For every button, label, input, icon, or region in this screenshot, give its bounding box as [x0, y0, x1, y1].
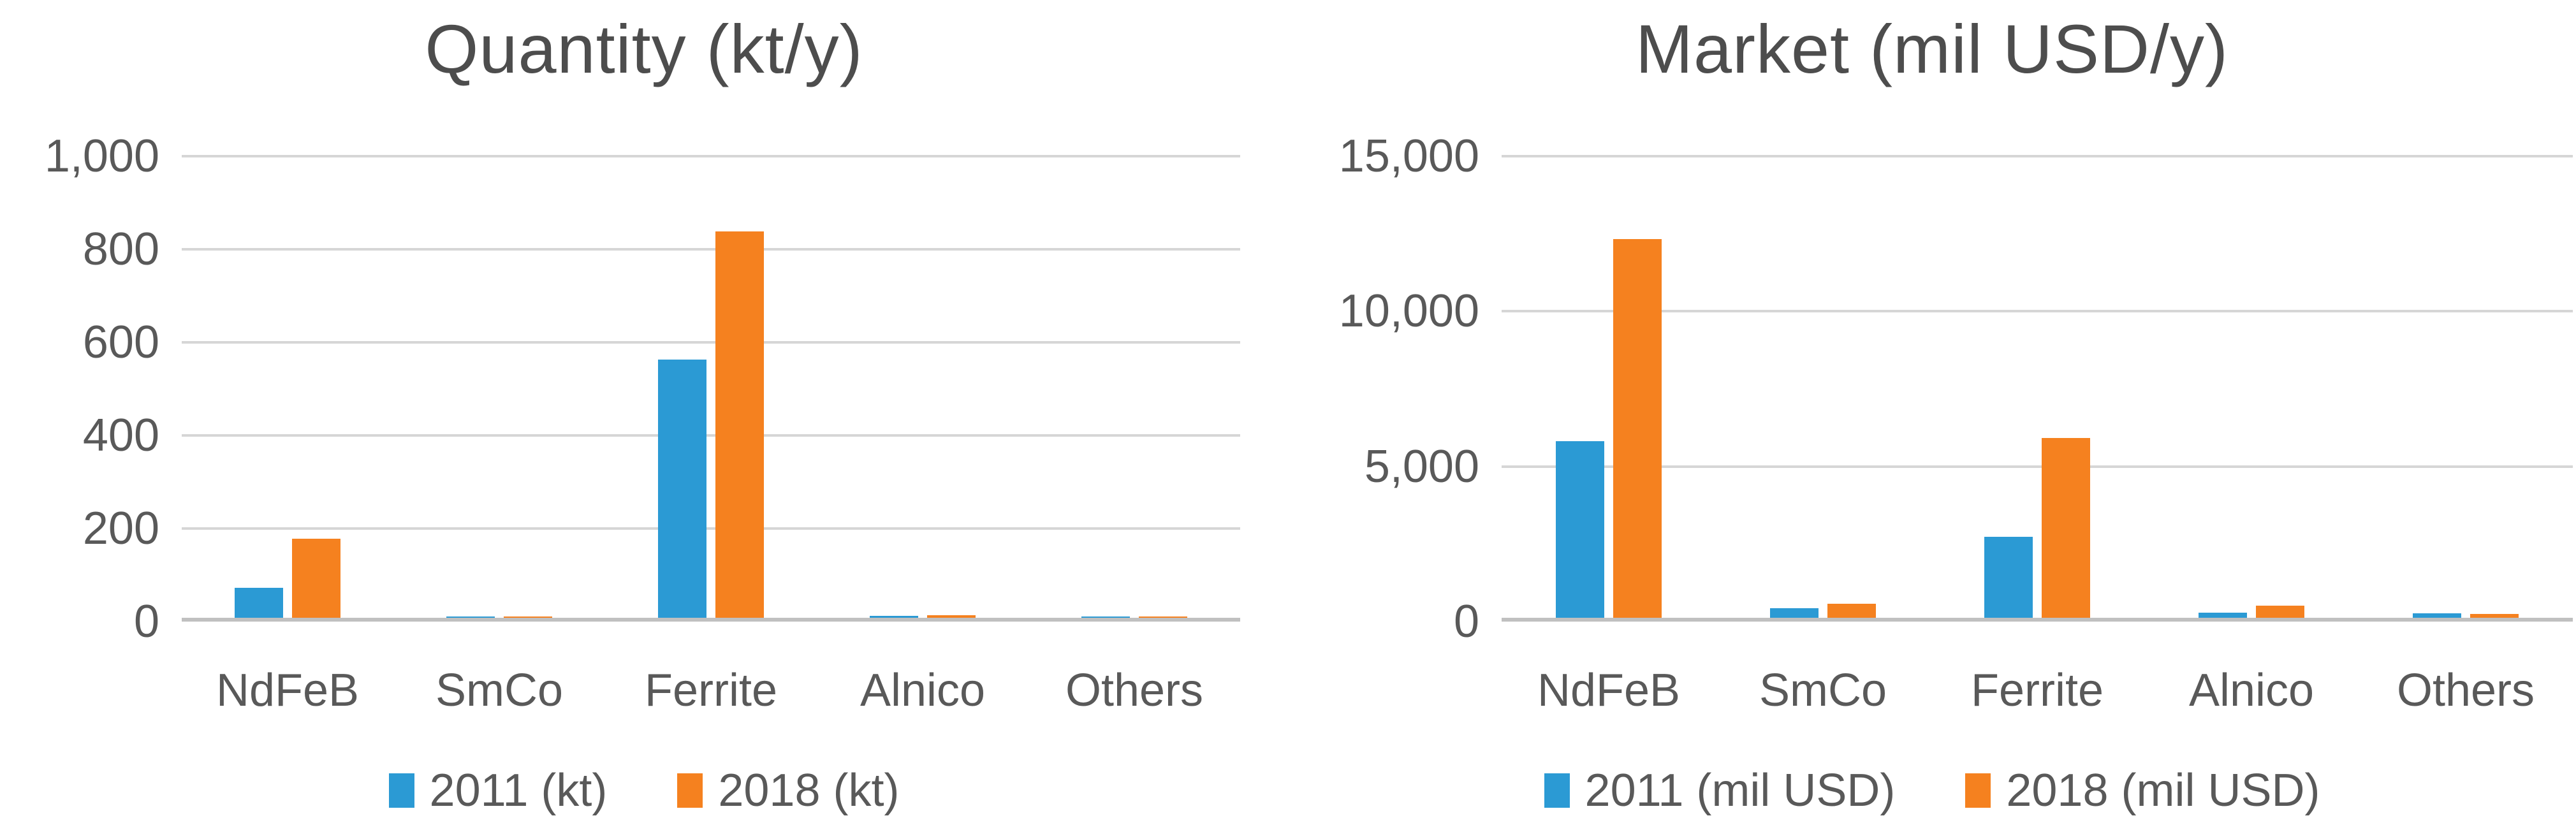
legend-label-2018: 2018 (kt) [718, 765, 900, 816]
x-label-alnico: Alnico [2188, 665, 2315, 716]
x-label-ndfeb: NdFeB [216, 665, 360, 716]
quantity-x-axis: NdFeB SmCo Ferrite Alnico Others [182, 662, 1240, 719]
quantity-legend: 2011 (kt) 2018 (kt) [0, 764, 1288, 817]
x-label-ndfeb: NdFeB [1537, 665, 1681, 716]
x-label-smco: SmCo [1759, 665, 1887, 716]
y-tick-label-600: 600 [82, 317, 159, 368]
y-tick-label-400: 400 [82, 410, 159, 461]
bar-others-2011 [1081, 616, 1130, 618]
y-tick-label-200: 200 [82, 503, 159, 554]
gridline-y-800 [182, 248, 1240, 251]
quantity-chart-title: Quantity (kt/y) [425, 10, 863, 87]
market-chart-title: Market (mil USD/y) [1636, 10, 2228, 87]
market-legend: 2011 (mil USD) 2018 (mil USD) [1288, 764, 2576, 817]
y-tick-label-800: 800 [82, 224, 159, 275]
market-chart: Market (mil USD/y) 15,000 10,000 5,000 0 Nd… [1288, 0, 2576, 839]
legend-label-2018: 2018 (mil USD) [2006, 765, 2320, 816]
legend-item-2011: 2011 (kt) [388, 764, 608, 817]
legend-item-2018: 2018 (mil USD) [1965, 764, 2320, 817]
bar-ferrite-2018 [715, 231, 764, 618]
gridline-y-15000 [1502, 155, 2573, 157]
legend-swatch-2018 [1965, 773, 1991, 808]
legend-swatch-2018 [677, 773, 703, 808]
market-plot-area: 15,000 10,000 5,000 0 [1339, 132, 2573, 646]
gridline-y-600 [182, 341, 1240, 344]
x-label-smco: SmCo [435, 665, 564, 716]
gridline-y-10000 [1502, 310, 2573, 312]
gridline-y-0 [1502, 618, 2573, 622]
gridline-y-400 [182, 434, 1240, 437]
legend-swatch-2011 [388, 773, 414, 808]
market-x-axis: NdFeB SmCo Ferrite Alnico Others [1502, 662, 2573, 719]
quantity-chart: Quantity (kt/y) 1,000 800 600 400 200 0 NdFeB… [0, 10, 1288, 817]
legend-label-2011: 2011 (kt) [429, 765, 608, 816]
bar-ferrite-2011 [1984, 537, 2033, 618]
y-tick-label-1000: 1,000 [44, 131, 159, 182]
legend-item-2018: 2018 (kt) [677, 764, 899, 817]
bar-alnico-2018 [2256, 606, 2304, 618]
bar-smco-2018 [1827, 604, 1876, 618]
x-label-ferrite: Ferrite [1970, 665, 2104, 716]
legend-item-2011: 2011 (mil USD) [1544, 764, 1896, 817]
bar-ferrite-2018 [2042, 438, 2090, 618]
bar-ndfeb-2011 [235, 588, 283, 618]
bar-ferrite-2011 [658, 360, 706, 618]
bar-others-2018 [2470, 614, 2519, 618]
x-label-ferrite: Ferrite [644, 665, 778, 716]
legend-label-2011: 2011 (mil USD) [1584, 765, 1896, 816]
gridline-y-200 [182, 527, 1240, 530]
y-tick-label-0: 0 [133, 596, 159, 647]
gridline-y-1000 [182, 155, 1240, 157]
x-label-others: Others [2396, 665, 2535, 716]
gridline-y-5000 [1502, 465, 2573, 468]
y-tick-label-10000: 10,000 [1338, 286, 1479, 337]
bar-ndfeb-2018 [1613, 239, 1662, 618]
bar-smco-2011 [446, 616, 495, 618]
bar-ndfeb-2011 [1556, 441, 1604, 618]
bar-alnico-2018 [927, 615, 976, 618]
bar-ndfeb-2018 [292, 539, 340, 618]
bar-smco-2011 [1770, 608, 1819, 618]
bar-others-2011 [2413, 613, 2461, 618]
quantity-plot-area: 1,000 800 600 400 200 0 [45, 132, 1240, 646]
x-label-others: Others [1065, 665, 1204, 716]
y-tick-label-15000: 15,000 [1338, 131, 1479, 182]
bar-alnico-2011 [2199, 613, 2247, 618]
legend-swatch-2011 [1544, 773, 1570, 808]
bar-alnico-2011 [870, 616, 918, 618]
bar-others-2018 [1139, 616, 1187, 618]
y-tick-label-5000: 5,000 [1364, 441, 1479, 492]
x-label-alnico: Alnico [860, 665, 986, 716]
gridline-y-0 [182, 618, 1240, 622]
bar-smco-2018 [504, 616, 552, 618]
y-tick-label-0: 0 [1453, 596, 1479, 647]
